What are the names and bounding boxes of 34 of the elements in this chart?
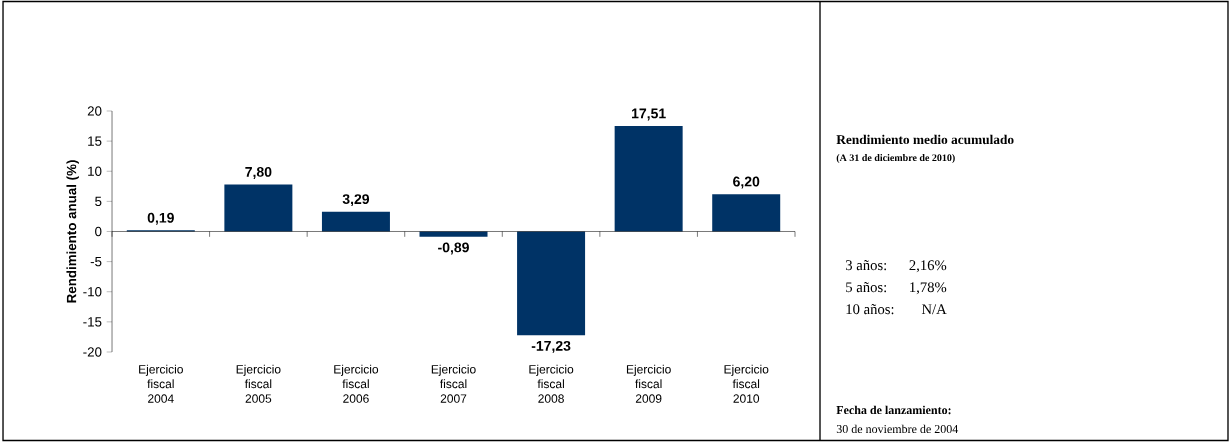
y-tick-label: -15: [83, 317, 102, 327]
y-tick-label: 0: [95, 226, 102, 237]
text: 1,78%: [910, 282, 947, 295]
y-tick-label: -5: [90, 256, 102, 267]
text: 5 años:: [846, 282, 887, 293]
y-tick-label: 5: [95, 196, 102, 207]
y-tick-label: 15: [88, 136, 102, 146]
text: Fecha de lanzamiento:: [836, 405, 951, 415]
text: 10 años:: [846, 304, 894, 315]
text: N/A: [921, 304, 947, 315]
data-label: -0,89: [438, 242, 469, 255]
x-tick-label: Ejercicio fiscal 2008: [529, 364, 574, 403]
y-tick-label: 10: [88, 166, 102, 176]
y-tick-label: -20: [83, 347, 102, 357]
data-label: 3,29: [342, 194, 370, 207]
data-label: 17,51: [632, 108, 666, 121]
x-tick-label: Ejercicio fiscal 2006: [334, 364, 379, 403]
x-tick-label: Ejercicio fiscal 2010: [724, 364, 769, 403]
x-tick-label: Ejercicio fiscal 2007: [431, 364, 476, 403]
data-label: -17,23: [531, 340, 571, 353]
data-label: 6,20: [733, 176, 760, 189]
text: 2,16%: [909, 260, 947, 273]
x-tick-label: Ejercicio fiscal 2009: [626, 364, 671, 403]
y-tick-label: 20: [87, 106, 102, 116]
data-label: 7,80: [245, 166, 272, 179]
text: 30 de noviembre de 2004: [836, 424, 959, 434]
x-tick-label: Ejercicio fiscal 2005: [236, 364, 281, 403]
x-tick-label: Ejercicio fiscal 2004: [139, 364, 183, 403]
text: Rendimiento medio acumulado: [836, 134, 1014, 145]
y-tick-label: -10: [83, 287, 102, 297]
y-axis-title: Rendimiento anual (%): [66, 160, 79, 303]
text: (A 31 de diciembre de 2010): [836, 154, 955, 164]
text: 3 años:: [845, 260, 887, 271]
data-label: 0,19: [147, 212, 174, 225]
